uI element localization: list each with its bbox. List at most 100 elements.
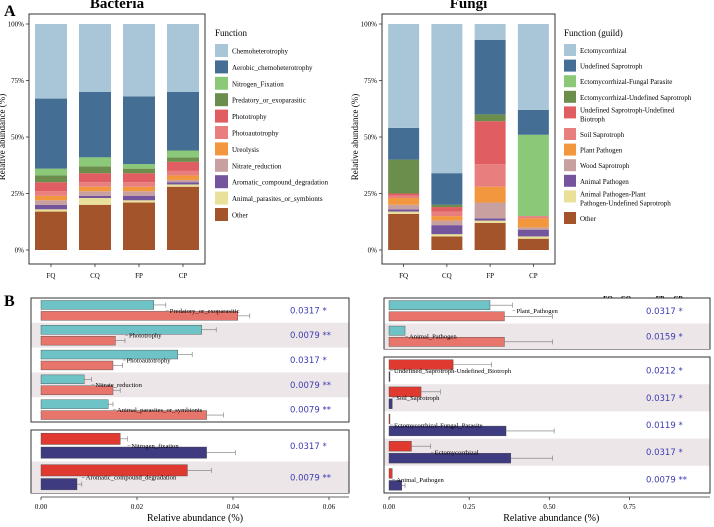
fungi-ytick-label: 50% — [364, 134, 377, 142]
bacteria-bar-cp-photoautotrophy — [167, 170, 199, 176]
fungi-chart: Fungi 0% 25% 50% 75% 100% Relative abundance (… — [350, 0, 692, 280]
fungi_compare-row-label-undefined-saprotroph-undefined-biotroph: Undefined_Saprotroph-Undefined_Biotroph — [394, 368, 512, 375]
bacteria_compare-bar-nitrogen-fixation-cp — [40, 446, 207, 459]
fungi_compare-bar-plant-pathogen-fq — [388, 300, 491, 310]
bacteria-bar-fq-aerobic-chemoheterotrophy — [35, 98, 67, 169]
bacteria-legend-label-predatory-or-exoparasitic: Predatory_or_exoparasitic — [232, 97, 306, 105]
fungi_compare-row-label-animal-pathogen: Animal_Pathogen — [396, 477, 444, 484]
fungi-xtick-label: FQ — [399, 272, 408, 280]
bacteria-bar-fp-other — [123, 202, 155, 250]
fungi-frame — [381, 13, 556, 265]
fungi-legend-swatch-other — [564, 212, 576, 224]
bacteria_compare-row-label-phototrophy: Phototrophy — [129, 333, 162, 340]
fungi-ytick-label: 100% — [361, 21, 378, 29]
fungi-bar-cp-wood-saprotroph — [517, 227, 549, 230]
bacteria-bar-fq-nitrogen-fixation — [35, 168, 67, 176]
bacteria-bar-fq-nitrate-reduction — [35, 200, 67, 205]
fungi-bar-fq-undefined-saprotroph-undefined-biotroph — [388, 193, 420, 196]
fungi-bar-fq-other — [388, 213, 420, 250]
fungi_compare-pvalue-animal-pathogen: 0.0079 ** — [646, 475, 687, 485]
bacteria-legend-swatch-chemoheterotrophy — [215, 44, 228, 57]
bacteria-bar-fp-chemoheterotrophy — [123, 24, 155, 97]
bacteria_compare-xtick-label: 0.06 — [323, 503, 336, 511]
fungi-legend-label-wood-saprotroph: Wood Saprotroph — [580, 162, 630, 170]
fungi_compare-bar-animal-pathogen-fq — [388, 325, 406, 336]
bacteria-legend-label-animal-parasites-or-symbionts: Animal_parasites_or_symbionts — [232, 195, 323, 203]
panel-label-b: B — [4, 293, 15, 310]
bacteria-bar-fp-nitrate-reduction — [123, 191, 155, 196]
fungi_compare-xtick-label: 0.75 — [623, 503, 636, 511]
fungi-legend-label-ectomycorrhizal: Ectomycorrhizal — [580, 47, 627, 55]
bacteria-bar-fp-aerobic-chemoheterotrophy — [123, 96, 155, 165]
bacteria-bar-cp-predatory-or-exoparasitic — [167, 157, 199, 162]
bacteria-legend-label-other: Other — [232, 212, 249, 220]
fungi-xtick-label: FP — [486, 272, 494, 280]
bacteria_compare-row-label-aromatic-compound-degradation: Aromatic_compound_degradation — [86, 475, 177, 482]
fungi_compare-row-label-ectomycorrhizal: Ectomycorrhizal — [435, 450, 479, 457]
bacteria_compare-pvalue-nitrate-reduction: 0.0079 ** — [290, 381, 331, 391]
bacteria_compare-xtick-label: 0.04 — [227, 503, 240, 511]
fungi-bar-cp-ectomycorrhizal — [517, 24, 549, 110]
fungi-xtick-label: CP — [529, 272, 538, 280]
bacteria-bar-fq-ureolysis — [35, 195, 67, 201]
bacteria-xtick-label: CP — [179, 272, 188, 280]
bacteria-legend-swatch-predatory-or-exoparasitic — [215, 93, 228, 107]
fungi-bar-fq-animal-pathogen-plant-pathogen-undefined-saprotroph — [388, 211, 420, 214]
fungi-bar-fp-ectomycorrhizal — [474, 24, 506, 40]
bacteria_compare-pvalue-nitrogen-fixation: 0.0317 * — [290, 442, 327, 452]
bacteria-frame — [28, 13, 206, 265]
fungi_compare-row-label-ectomycorrhizal-fungal-parasite: Ectomycorrhizal-Fungal_Parasite — [394, 422, 483, 429]
fungi-legend-label-other: Other — [580, 215, 597, 223]
bacteria-bar-cq-nitrogen-fixation — [79, 157, 111, 167]
bacteria-bar-fp-ureolysis — [123, 186, 155, 192]
bacteria-bar-cq-phototrophy — [79, 173, 111, 183]
bacteria-bar-cp-aromatic-compound-degradation — [167, 182, 199, 185]
fungi-legend-swatch-ectomycorrhizal-fungal-parasite — [564, 75, 576, 88]
bacteria-xtick-label: FP — [135, 272, 143, 280]
fungi-title: Fungi — [450, 0, 488, 12]
fungi_compare-xtick-label: 0.50 — [543, 503, 556, 511]
bacteria-bar-fp-aromatic-compound-degradation — [123, 195, 155, 201]
bacteria_compare-chart: Predatory_or_exoparasitic 0.0317 * Phototr… — [30, 297, 350, 524]
fungi-bar-cq-soil-saprotroph — [431, 211, 463, 217]
fungi-bar-cp-undefined-saprotroph — [517, 109, 549, 135]
fungi-bar-cp-animal-pathogen-plant-pathogen-undefined-saprotroph — [517, 236, 549, 239]
fungi-legend-label-soil-saprotroph: Soil Saprotroph — [580, 131, 625, 139]
bacteria-bar-fq-aromatic-compound-degradation — [35, 204, 67, 210]
bacteria-bar-cq-aerobic-chemoheterotrophy — [79, 91, 111, 158]
bacteria-legend-swatch-other — [215, 208, 228, 221]
fungi_compare-pvalue-animal-pathogen: 0.0159 * — [646, 332, 683, 342]
bacteria-bar-fp-photoautotrophy — [123, 182, 155, 187]
bacteria-bar-cp-phototrophy — [167, 161, 199, 171]
fungi-legend-swatch-undefined-saprotroph — [564, 59, 576, 72]
bacteria_compare-bar-phototrophy-fq — [40, 325, 203, 335]
bacteria-legend-label-ureolysis: Ureolysis — [232, 146, 259, 154]
fungi-legend-label-undefined-saprotroph: Undefined Saprotroph — [580, 63, 643, 71]
bacteria_compare-row-label-nitrogen-fixation: Nitrogen_fixation — [131, 443, 179, 450]
bacteria-bar-fq-predatory-or-exoparasitic — [35, 175, 67, 183]
fungi-bar-cq-plant-pathogen — [431, 216, 463, 221]
bacteria-legend-label-photoautotrophy: Photoautotrophy — [232, 130, 279, 138]
bacteria-legend-swatch-nitrate-reduction — [215, 158, 228, 172]
fungi_compare-row-label-plant-pathogen: Plant_Pathogen — [516, 308, 558, 315]
bacteria-chart: Bacteria 0% 25% 50% 75% 100% Relative abundanc… — [0, 0, 329, 280]
fungi-legend-label-undefined-saprotroph-undefined-biotroph: Undefined Saprotroph-Undefined Biotroph — [580, 106, 675, 123]
fungi_compare-bar-animal-pathogen-fp — [388, 468, 393, 479]
bacteria_compare-bar-phototrophy-cq — [40, 335, 116, 346]
fungi-legend-label-ectomycorrhizal-undefined-saprotroph: Ectomycorrhizal-Undefined Saprotroph — [580, 94, 692, 102]
fungi-legend-title: Function (guild) — [564, 28, 623, 38]
fungi-bar-fp-animal-pathogen — [474, 218, 506, 221]
bacteria-legend-swatch-aromatic-compound-degradation — [215, 175, 228, 189]
fungi_compare-bar-ectomycorrhizal-fp — [388, 441, 412, 452]
bacteria-legend-swatch-animal-parasites-or-symbionts — [215, 191, 228, 205]
fungi-bar-cq-animal-pathogen — [431, 225, 463, 235]
fungi-xtick-label: CQ — [442, 272, 452, 280]
fungi-legend-label-animal-pathogen: Animal Pathogen — [580, 178, 629, 186]
bacteria-legend-label-aromatic-compound-degradation: Aromatic_compound_degradation — [232, 179, 329, 187]
bacteria_compare-bar-nitrogen-fixation-fp — [40, 432, 121, 445]
fungi_compare-bar-plant-pathogen-cq — [388, 311, 505, 322]
bacteria-bar-fq-other — [35, 211, 67, 250]
fungi_compare-pvalue-ectomycorrhizal: 0.0317 * — [646, 448, 683, 458]
fungi_compare-row-label-soil-saprotroph: Soil_Saprotroph — [396, 395, 440, 402]
bacteria-legend-label-phototrophy: Phototrophy — [232, 113, 267, 121]
